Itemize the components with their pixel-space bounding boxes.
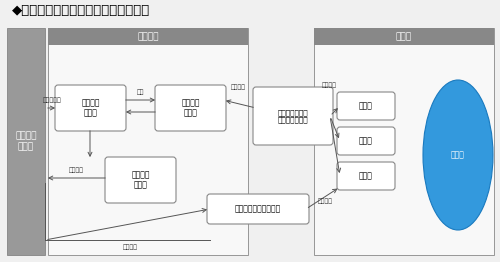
- FancyBboxPatch shape: [314, 28, 494, 45]
- FancyBboxPatch shape: [253, 87, 333, 145]
- Text: 食材発送: 食材発送: [122, 244, 138, 250]
- Text: ポケマル
生産者: ポケマル 生産者: [15, 132, 37, 151]
- FancyBboxPatch shape: [337, 92, 395, 120]
- Text: 炊き出し: 炊き出し: [322, 83, 337, 88]
- FancyBboxPatch shape: [105, 157, 176, 203]
- FancyBboxPatch shape: [337, 162, 395, 190]
- Ellipse shape: [423, 80, 493, 230]
- Text: 避難所: 避難所: [359, 172, 373, 181]
- Text: ◆ポケマル炊き出し支援プロジェクト: ◆ポケマル炊き出し支援プロジェクト: [12, 4, 150, 18]
- FancyBboxPatch shape: [207, 194, 309, 224]
- Text: 発送依頼: 発送依頼: [68, 167, 84, 173]
- Text: 連絡: 連絡: [136, 89, 144, 95]
- FancyBboxPatch shape: [7, 28, 45, 255]
- FancyBboxPatch shape: [55, 85, 126, 131]
- Text: 食材手配: 食材手配: [318, 198, 333, 204]
- FancyBboxPatch shape: [48, 28, 248, 255]
- Text: 炊き出し食材センター: 炊き出し食材センター: [235, 205, 281, 214]
- FancyBboxPatch shape: [337, 127, 395, 155]
- Text: 炊き出し
リスト: 炊き出し リスト: [181, 98, 200, 118]
- Text: 新公益連盟ほか
その他関連団体: 新公益連盟ほか その他関連団体: [278, 109, 308, 123]
- Text: 食材要望: 食材要望: [230, 84, 246, 90]
- FancyBboxPatch shape: [314, 28, 494, 255]
- Text: 食材配達
リスト: 食材配達 リスト: [131, 170, 150, 190]
- FancyBboxPatch shape: [48, 28, 248, 45]
- Text: 避難所: 避難所: [359, 101, 373, 111]
- Text: 避難所: 避難所: [359, 137, 373, 145]
- Text: 雨風太陽: 雨風太陽: [137, 32, 159, 41]
- Text: 提供食材
リスト: 提供食材 リスト: [81, 98, 100, 118]
- Text: 食材リスト: 食材リスト: [42, 97, 62, 103]
- Text: 被災者: 被災者: [451, 150, 465, 160]
- FancyBboxPatch shape: [155, 85, 226, 131]
- Text: 被災地: 被災地: [396, 32, 412, 41]
